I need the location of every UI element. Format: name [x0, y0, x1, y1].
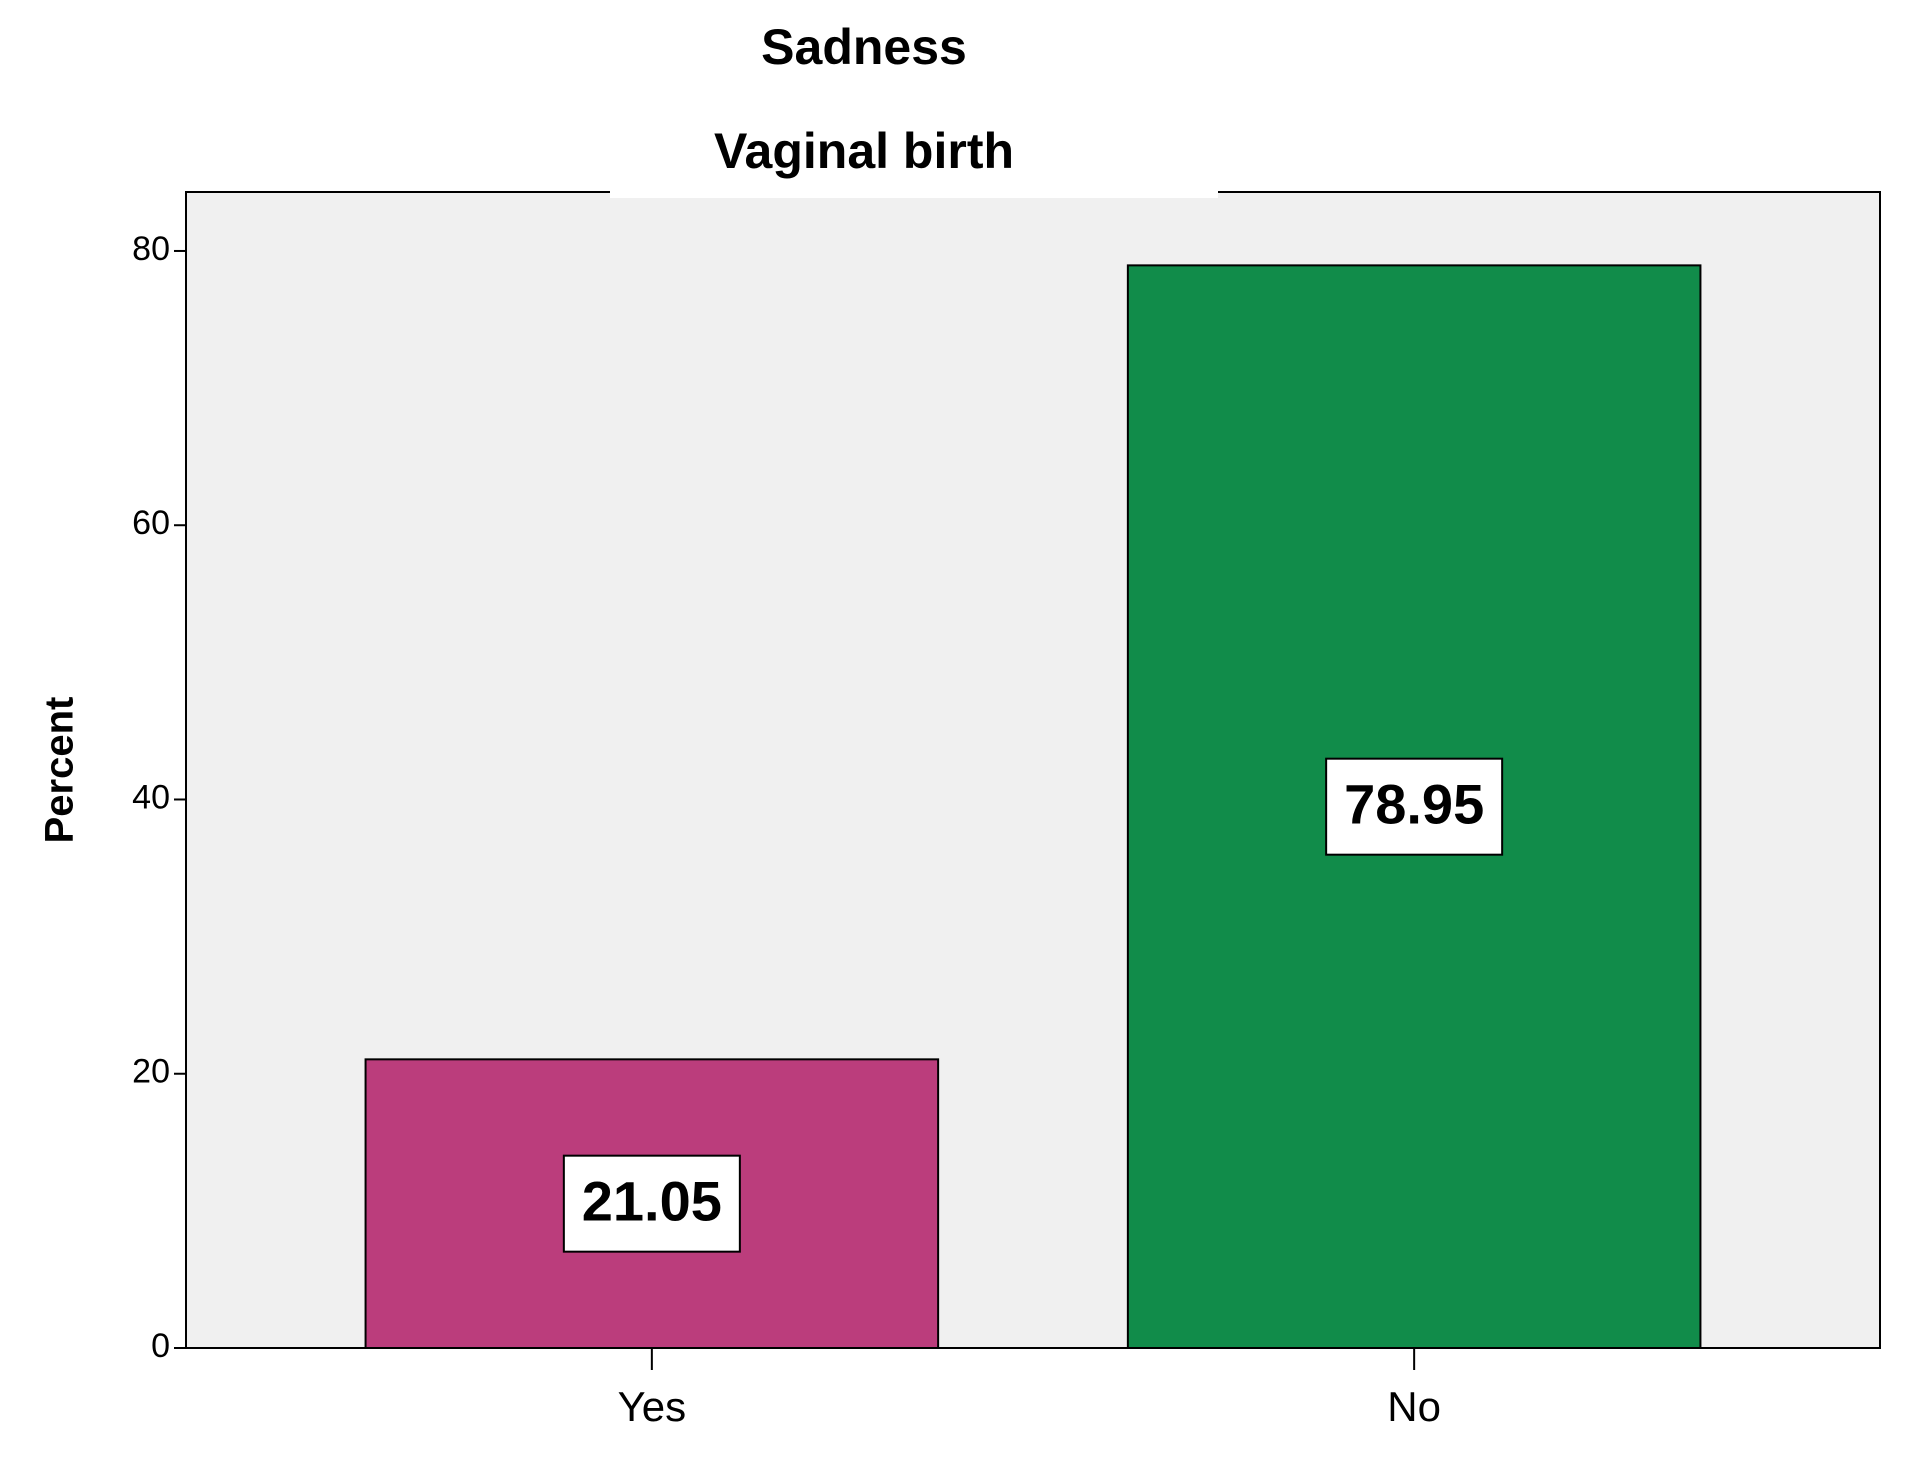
- value-label: 78.95: [1344, 772, 1484, 835]
- y-tick-label: 0: [151, 1327, 170, 1365]
- value-label-box: [1325, 757, 1504, 856]
- value-label: 21.05: [582, 1169, 722, 1232]
- value-label-box: [562, 1154, 741, 1253]
- chart-subtitle: Vaginal birth: [714, 123, 1014, 179]
- x-tick-label: No: [1387, 1383, 1441, 1430]
- y-tick-label: 60: [132, 504, 170, 542]
- x-tick-label: Yes: [618, 1383, 687, 1430]
- y-axis-label: Percent: [38, 697, 82, 844]
- y-tick-label: 80: [132, 230, 170, 268]
- y-tick-label: 20: [132, 1053, 170, 1091]
- chart-title: Sadness: [761, 19, 967, 75]
- title-backdrop: [610, 186, 1218, 198]
- y-tick-label: 40: [132, 778, 170, 816]
